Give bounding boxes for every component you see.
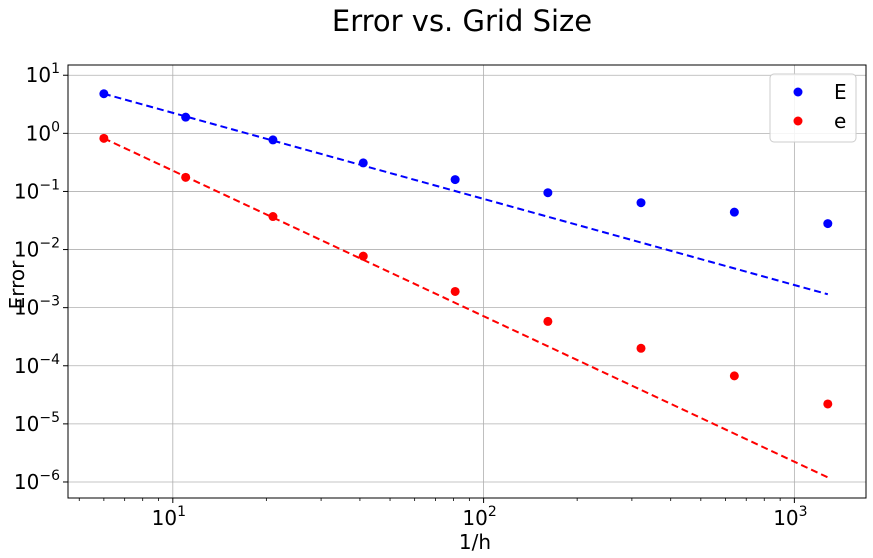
y-tick-label: 10−5	[14, 410, 60, 436]
data-point-E	[729, 207, 739, 217]
legend: Ee	[769, 73, 857, 143]
x-axis-label: 1/h	[459, 530, 491, 554]
data-point-e	[450, 286, 460, 296]
data-point-e	[99, 133, 109, 143]
legend-marker	[793, 87, 803, 97]
y-axis-label: Error	[5, 260, 29, 310]
plot-frame	[67, 64, 867, 499]
y-tick-label: 100	[26, 119, 60, 145]
data-point-e	[823, 399, 833, 409]
data-point-e	[181, 172, 191, 182]
data-point-e	[268, 212, 278, 222]
grid-lines	[68, 65, 866, 498]
data-point-e	[358, 251, 368, 261]
fit-line-e	[103, 137, 829, 479]
data-point-E	[823, 219, 833, 229]
y-tick-label: 101	[26, 61, 60, 87]
chart-title: Error vs. Grid Size	[332, 4, 592, 38]
y-tick-label: 10−3	[14, 294, 60, 320]
data-point-E	[268, 135, 278, 145]
y-tick-label: 10−2	[14, 236, 60, 262]
y-tick-label: 10−4	[14, 352, 60, 378]
y-axis-ticks: 101 100 10−1 10−2 10−3 10−4 10−5 10−6	[14, 61, 68, 494]
legend-box	[769, 73, 857, 143]
legend-label: e	[834, 109, 846, 133]
y-tick-label: 10−1	[14, 177, 60, 203]
x-tick-label: 102	[462, 504, 496, 530]
data-point-E	[358, 158, 368, 168]
data-point-E	[99, 89, 109, 99]
fit-line-E	[103, 92, 829, 296]
data-point-E	[181, 112, 191, 122]
data-points	[99, 89, 833, 409]
data-point-E	[450, 175, 460, 185]
legend-label: E	[834, 80, 847, 104]
legend-marker	[793, 116, 803, 126]
y-tick-label: 10−6	[14, 468, 60, 494]
data-point-E	[543, 188, 553, 198]
x-tick-label: 101	[152, 504, 186, 530]
data-point-e	[729, 371, 739, 381]
fit-lines	[103, 92, 829, 479]
data-point-e	[543, 316, 553, 326]
x-axis-ticks: 101 102 103	[152, 498, 808, 530]
data-point-e	[636, 343, 646, 353]
x-tick-label: 103	[773, 504, 807, 530]
data-point-E	[636, 198, 646, 208]
